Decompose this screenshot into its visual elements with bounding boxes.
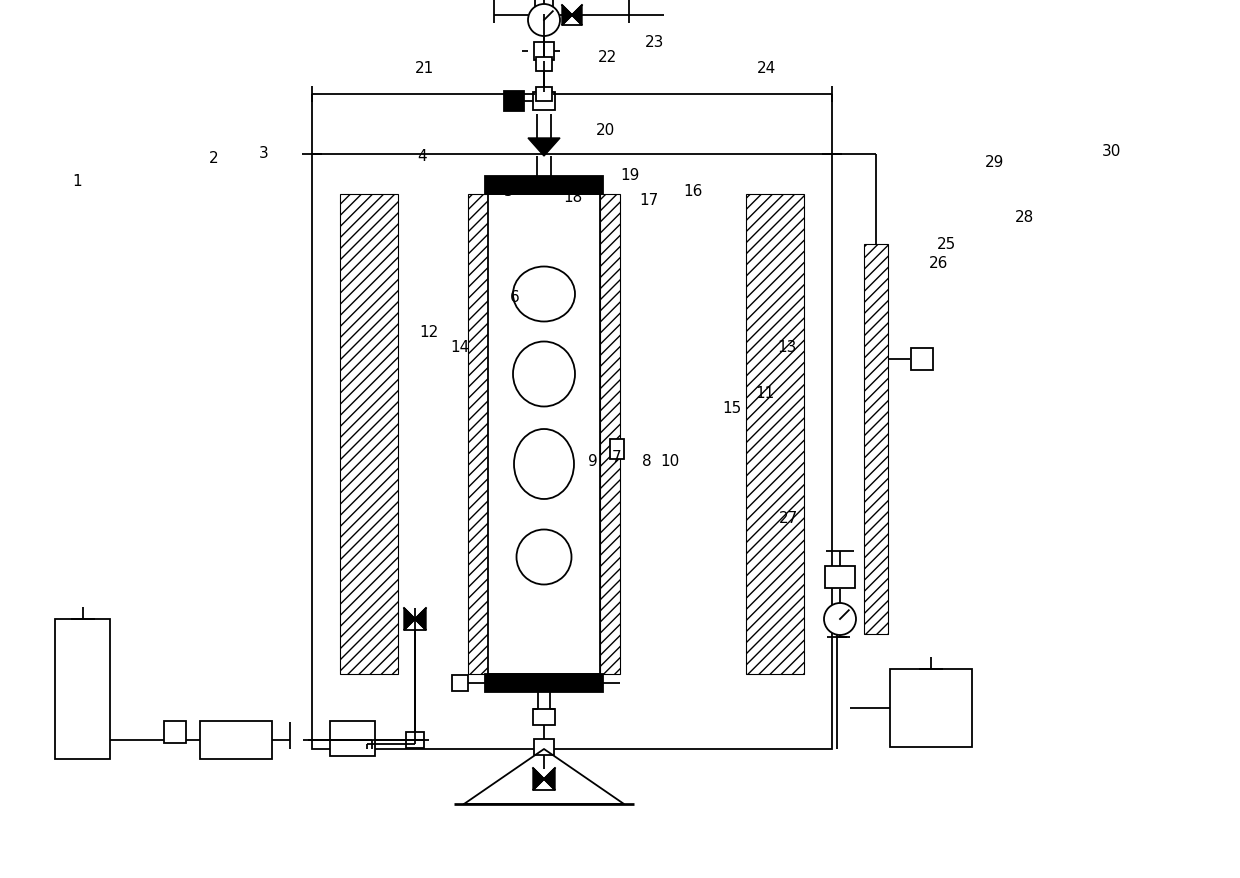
Polygon shape bbox=[528, 139, 560, 157]
Text: 1: 1 bbox=[72, 174, 82, 190]
Text: 26: 26 bbox=[929, 255, 949, 271]
Text: 17: 17 bbox=[639, 192, 658, 208]
Bar bbox=[533, 709, 556, 725]
Text: 16: 16 bbox=[683, 184, 703, 199]
Text: 3: 3 bbox=[259, 146, 269, 162]
Polygon shape bbox=[572, 6, 582, 26]
Polygon shape bbox=[533, 768, 544, 790]
Text: 18: 18 bbox=[563, 190, 583, 205]
Text: 30: 30 bbox=[1101, 143, 1121, 159]
Bar bbox=[405, 732, 424, 748]
Bar bbox=[534, 0, 553, 15]
Text: 20: 20 bbox=[595, 122, 615, 138]
Circle shape bbox=[528, 5, 560, 37]
Text: 23: 23 bbox=[645, 34, 665, 50]
Text: 12: 12 bbox=[419, 324, 439, 340]
Text: 27: 27 bbox=[779, 510, 799, 526]
Bar bbox=[489, 195, 600, 674]
Text: 6: 6 bbox=[510, 289, 520, 305]
Text: 19: 19 bbox=[620, 168, 640, 184]
Bar bbox=[533, 93, 556, 111]
Bar bbox=[55, 619, 110, 759]
Bar bbox=[312, 155, 832, 749]
Bar bbox=[200, 721, 272, 759]
Bar bbox=[330, 721, 374, 756]
Bar bbox=[610, 440, 624, 459]
Bar bbox=[890, 669, 972, 747]
Bar bbox=[485, 176, 603, 195]
Bar bbox=[911, 349, 932, 371]
Polygon shape bbox=[464, 749, 624, 804]
Text: 2: 2 bbox=[208, 150, 218, 166]
Text: 10: 10 bbox=[660, 453, 680, 469]
Polygon shape bbox=[404, 608, 415, 630]
Bar bbox=[536, 58, 552, 72]
Polygon shape bbox=[415, 608, 427, 630]
Text: 22: 22 bbox=[598, 49, 618, 65]
Text: 5: 5 bbox=[503, 184, 513, 199]
Bar bbox=[467, 195, 489, 674]
Text: 13: 13 bbox=[777, 339, 797, 355]
Text: 4: 4 bbox=[417, 148, 427, 164]
Ellipse shape bbox=[515, 429, 574, 500]
Text: 15: 15 bbox=[722, 400, 742, 416]
Bar bbox=[453, 675, 467, 691]
Text: 28: 28 bbox=[1014, 210, 1034, 226]
Bar bbox=[536, 88, 552, 102]
Bar bbox=[825, 566, 856, 588]
Bar bbox=[503, 92, 525, 112]
Bar bbox=[600, 195, 620, 674]
Circle shape bbox=[825, 603, 856, 636]
Bar bbox=[340, 195, 398, 674]
Bar bbox=[746, 195, 804, 674]
Bar bbox=[534, 43, 554, 61]
Text: 11: 11 bbox=[755, 385, 775, 401]
Text: 9: 9 bbox=[588, 453, 598, 469]
Ellipse shape bbox=[513, 267, 575, 322]
Polygon shape bbox=[562, 6, 572, 26]
Bar bbox=[534, 739, 554, 755]
Bar bbox=[864, 245, 888, 634]
Ellipse shape bbox=[513, 342, 575, 407]
Bar bbox=[164, 721, 186, 743]
Bar bbox=[485, 674, 603, 692]
Text: 29: 29 bbox=[985, 155, 1004, 170]
Text: 8: 8 bbox=[642, 453, 652, 469]
Ellipse shape bbox=[517, 530, 572, 585]
Text: 24: 24 bbox=[756, 61, 776, 76]
Text: 21: 21 bbox=[414, 61, 434, 76]
Text: 14: 14 bbox=[450, 339, 470, 355]
Text: 25: 25 bbox=[936, 236, 956, 252]
Polygon shape bbox=[544, 768, 556, 790]
Text: 7: 7 bbox=[611, 449, 621, 464]
